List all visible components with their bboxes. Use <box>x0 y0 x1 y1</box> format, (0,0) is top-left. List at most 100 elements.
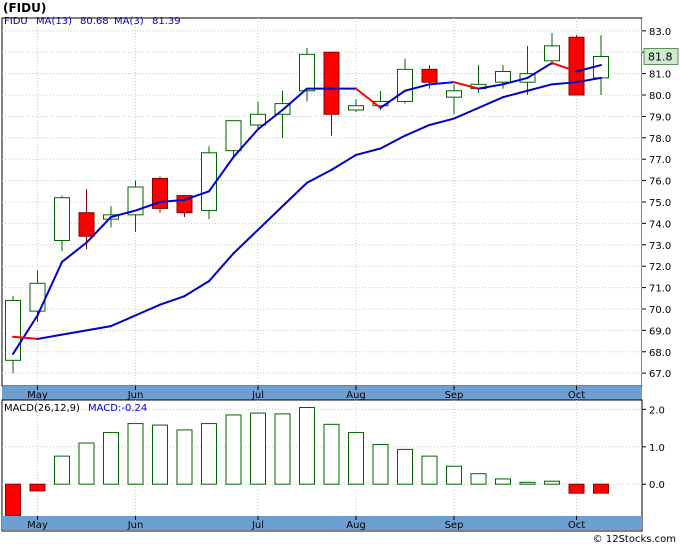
ma-segment <box>232 128 259 159</box>
ma-segment <box>477 83 504 90</box>
macd-bar-positive <box>470 473 487 485</box>
candle-body <box>348 105 364 111</box>
ma-segment <box>36 260 63 317</box>
candle-up <box>5 296 21 374</box>
macd-bar-positive <box>103 432 119 485</box>
legend-ma13-label: MA(13) <box>36 16 72 27</box>
macd-bar-positive <box>397 448 413 485</box>
ma-segment <box>526 83 553 92</box>
macd-x-label: Oct <box>568 520 585 531</box>
candle-body <box>568 36 585 96</box>
candle-down <box>421 65 438 89</box>
ma-segment <box>159 198 186 203</box>
macd-bar-positive <box>299 406 315 485</box>
macd-plot-area <box>1 399 643 532</box>
candle-up <box>544 32 560 66</box>
price-tick-label: 67.0 <box>649 369 671 380</box>
macd-bar-positive <box>54 455 70 485</box>
price-x-label: Sep <box>445 390 464 401</box>
macd-bar-positive <box>78 442 95 485</box>
ma-segment <box>477 96 504 109</box>
chart-title: (FIDU) <box>3 1 46 15</box>
ma-segment <box>257 109 284 131</box>
macd-bar-positive <box>250 412 266 485</box>
macd-bar-positive <box>176 429 193 485</box>
ma13-line <box>12 61 602 355</box>
price-tick-label: 70.0 <box>649 305 671 316</box>
price-tick-label: 74.0 <box>649 219 671 230</box>
price-tick-label: 71.0 <box>649 284 671 295</box>
ma-segment <box>526 61 553 79</box>
macd-bar-positive <box>372 444 389 485</box>
price-x-label: May <box>27 390 48 401</box>
ma-segment <box>61 329 88 336</box>
candle-body <box>78 212 95 237</box>
macd-tick-label: 1.0 <box>649 443 665 454</box>
price-tick-label: 73.0 <box>649 241 671 252</box>
ma-segment <box>232 228 259 255</box>
price-x-label: Oct <box>568 390 585 401</box>
candle-down <box>323 51 340 136</box>
price-panel: 67.0 68.0 69.0 70.0 71.0 72.0 73.0 74.0 75.0 76.0… <box>1 17 680 401</box>
candle-body <box>127 186 144 216</box>
ma-segment <box>379 89 406 109</box>
candle-body <box>323 51 340 115</box>
macd-bar-positive <box>152 424 168 485</box>
ma-segment <box>257 205 284 231</box>
macd-bar-positive <box>323 423 340 485</box>
candle-up <box>299 47 315 102</box>
price-tick-label: 78.0 <box>649 134 671 145</box>
ma-segment <box>183 190 210 201</box>
macd-bar-positive <box>446 465 462 485</box>
ma-segment <box>281 87 308 111</box>
ma-segment <box>281 181 308 208</box>
macd-x-label: Aug <box>346 520 366 531</box>
last-price-label: 81.8 <box>648 51 673 64</box>
macd-bar-positive <box>519 481 536 485</box>
macd-label: MACD(26,12,9) <box>4 403 80 414</box>
chart-header: (FIDU) FIDU MA(13) 80.68 MA(3) 81.39 <box>3 1 181 27</box>
watermark: © 12Stocks.com <box>593 534 676 545</box>
macd-bar-negative <box>568 483 585 494</box>
candle-up <box>348 99 364 113</box>
ma-segment <box>208 252 235 283</box>
ma-segment <box>85 215 112 244</box>
ma-segment <box>453 81 480 90</box>
candle-up <box>250 101 266 130</box>
ma-segment <box>85 325 112 332</box>
ma-segment <box>551 81 578 86</box>
candle-body <box>225 120 242 152</box>
ma-segment <box>159 295 186 306</box>
macd-bar-negative <box>29 483 46 492</box>
legend-ma3-label: MA(3) <box>114 16 144 27</box>
macd-bar-positive <box>544 480 560 485</box>
ma-segment <box>306 168 333 184</box>
candle-body <box>495 70 511 83</box>
ma-segment <box>36 333 63 340</box>
macd-x-axis: May Jun Jul Aug Sep Oct <box>2 516 642 531</box>
candle-body <box>250 113 266 126</box>
candle-up <box>127 180 144 232</box>
ma-segment <box>12 314 39 355</box>
legend-fidu: FIDU <box>4 16 28 27</box>
candle-body <box>421 68 438 83</box>
last-price-badge <box>643 48 679 66</box>
moving-averages <box>12 61 602 355</box>
candlesticks <box>5 32 609 374</box>
candle-up <box>225 120 242 158</box>
candle-body <box>201 152 217 212</box>
price-tick-label: 76.0 <box>649 177 671 188</box>
macd-x-label: Jul <box>251 520 264 531</box>
ma-segment <box>575 76 602 84</box>
price-x-label: Aug <box>346 390 366 401</box>
legend-ma3-value: 81.39 <box>152 16 181 27</box>
ma-segment <box>183 280 210 298</box>
ma-segment <box>502 89 529 99</box>
macd-bar-negative <box>5 483 21 517</box>
ma-segment <box>575 64 602 73</box>
price-tick-label: 77.0 <box>649 155 671 166</box>
price-tick-label: 69.0 <box>649 326 671 337</box>
macd-histogram <box>5 406 609 517</box>
ma-segment <box>355 147 382 156</box>
